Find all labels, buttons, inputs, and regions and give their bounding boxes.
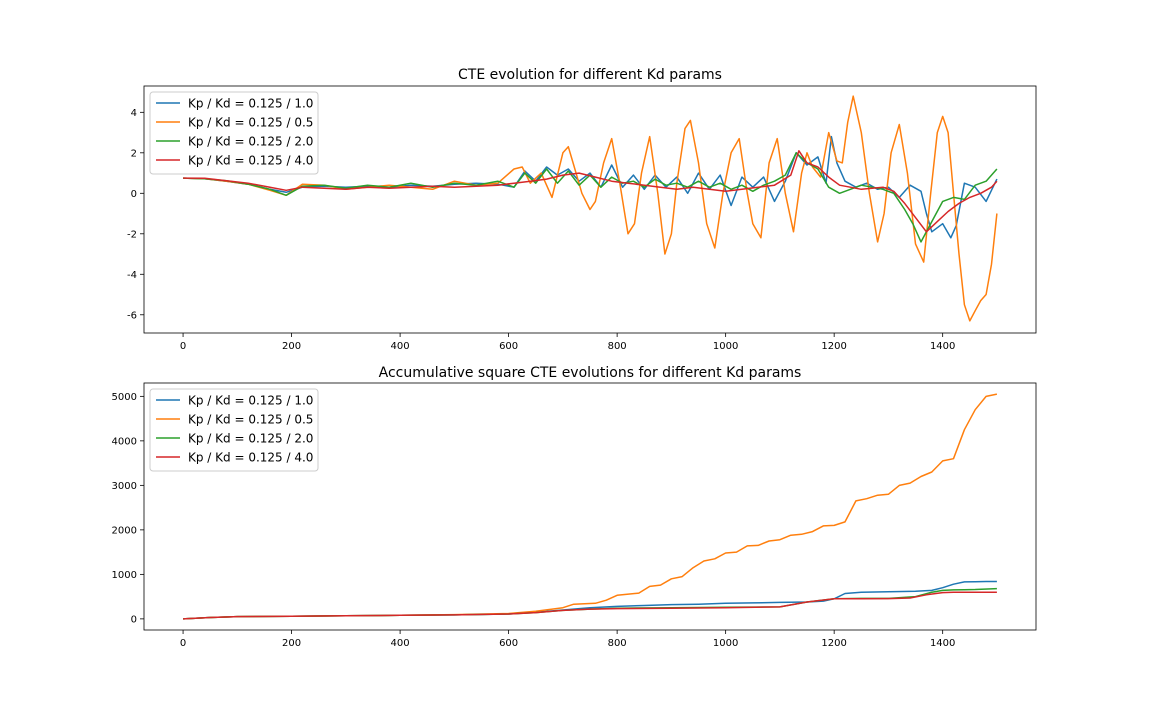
y-tick-label: 4	[131, 108, 137, 119]
y-tick-label: -4	[127, 270, 137, 281]
series-lines	[183, 95, 998, 322]
chart-title: CTE evolution for different Kd params	[458, 67, 722, 83]
series-line-3	[183, 150, 998, 233]
accumulative-cte-chart: Accumulative square CTE evolutions for d…	[112, 365, 1037, 649]
x-tick-label: 600	[499, 341, 518, 352]
y-tick-label: 4000	[112, 436, 137, 447]
y-tick-label: 0	[131, 189, 137, 200]
x-tick-label: 1200	[821, 341, 846, 352]
y-tick-label: 2	[131, 148, 137, 159]
x-tick-label: 200	[282, 638, 301, 649]
y-tick-label: -2	[127, 229, 137, 240]
legend: Kp / Kd = 0.125 / 1.0 Kp / Kd = 0.125 / 0…	[149, 388, 319, 472]
x-tick-label: 1400	[930, 638, 955, 649]
x-tick-label: 400	[391, 341, 410, 352]
x-tick-label: 0	[180, 638, 186, 649]
x-tick-label: 1000	[713, 341, 738, 352]
y-tick-label: 0	[131, 614, 137, 625]
y-tick-label: 5000	[112, 392, 137, 403]
plot-frame	[143, 85, 1037, 334]
x-tick-label: 800	[608, 638, 627, 649]
series-line-3	[183, 591, 997, 620]
legend-frame	[149, 388, 319, 472]
y-tick-label: 2000	[112, 525, 137, 536]
axis-ticks: 0 200 400 600 800 1000 1200 1400 0 1000 2000 3000 40…	[112, 392, 956, 649]
legend-frame	[149, 91, 319, 175]
legend-label: Kp / Kd = 0.125 / 2.0	[188, 432, 313, 446]
x-tick-label: 1200	[821, 638, 846, 649]
legend-label: Kp / Kd = 0.125 / 1.0	[188, 394, 313, 408]
legend-label: Kp / Kd = 0.125 / 1.0	[188, 97, 313, 111]
series-line-1	[183, 393, 998, 620]
legend-label: Kp / Kd = 0.125 / 4.0	[188, 451, 313, 465]
plot-frame	[143, 382, 1037, 631]
x-tick-label: 1400	[930, 341, 955, 352]
legend: Kp / Kd = 0.125 / 1.0 Kp / Kd = 0.125 / 0…	[149, 91, 319, 175]
x-tick-label: 800	[608, 341, 627, 352]
x-tick-label: 400	[391, 638, 410, 649]
x-tick-label: 600	[499, 638, 518, 649]
legend-label: Kp / Kd = 0.125 / 4.0	[188, 154, 313, 168]
series-line-2	[183, 152, 998, 243]
x-tick-label: 0	[180, 341, 186, 352]
x-tick-label: 1000	[713, 638, 738, 649]
legend-label: Kp / Kd = 0.125 / 0.5	[188, 116, 313, 130]
y-tick-label: 3000	[112, 481, 137, 492]
axis-ticks: 0 200 400 600 800 1000 1200 1400 -6 -4 -2 0 2 4	[127, 108, 955, 352]
cte-chart: CTE evolution for different Kd params 0 2…	[127, 67, 1037, 352]
y-tick-label: -6	[127, 310, 137, 321]
x-tick-label: 200	[282, 341, 301, 352]
y-tick-label: 1000	[112, 570, 137, 581]
legend-label: Kp / Kd = 0.125 / 2.0	[188, 135, 313, 149]
legend-label: Kp / Kd = 0.125 / 0.5	[188, 413, 313, 427]
chart-title: Accumulative square CTE evolutions for d…	[379, 365, 802, 381]
series-lines	[183, 393, 998, 620]
